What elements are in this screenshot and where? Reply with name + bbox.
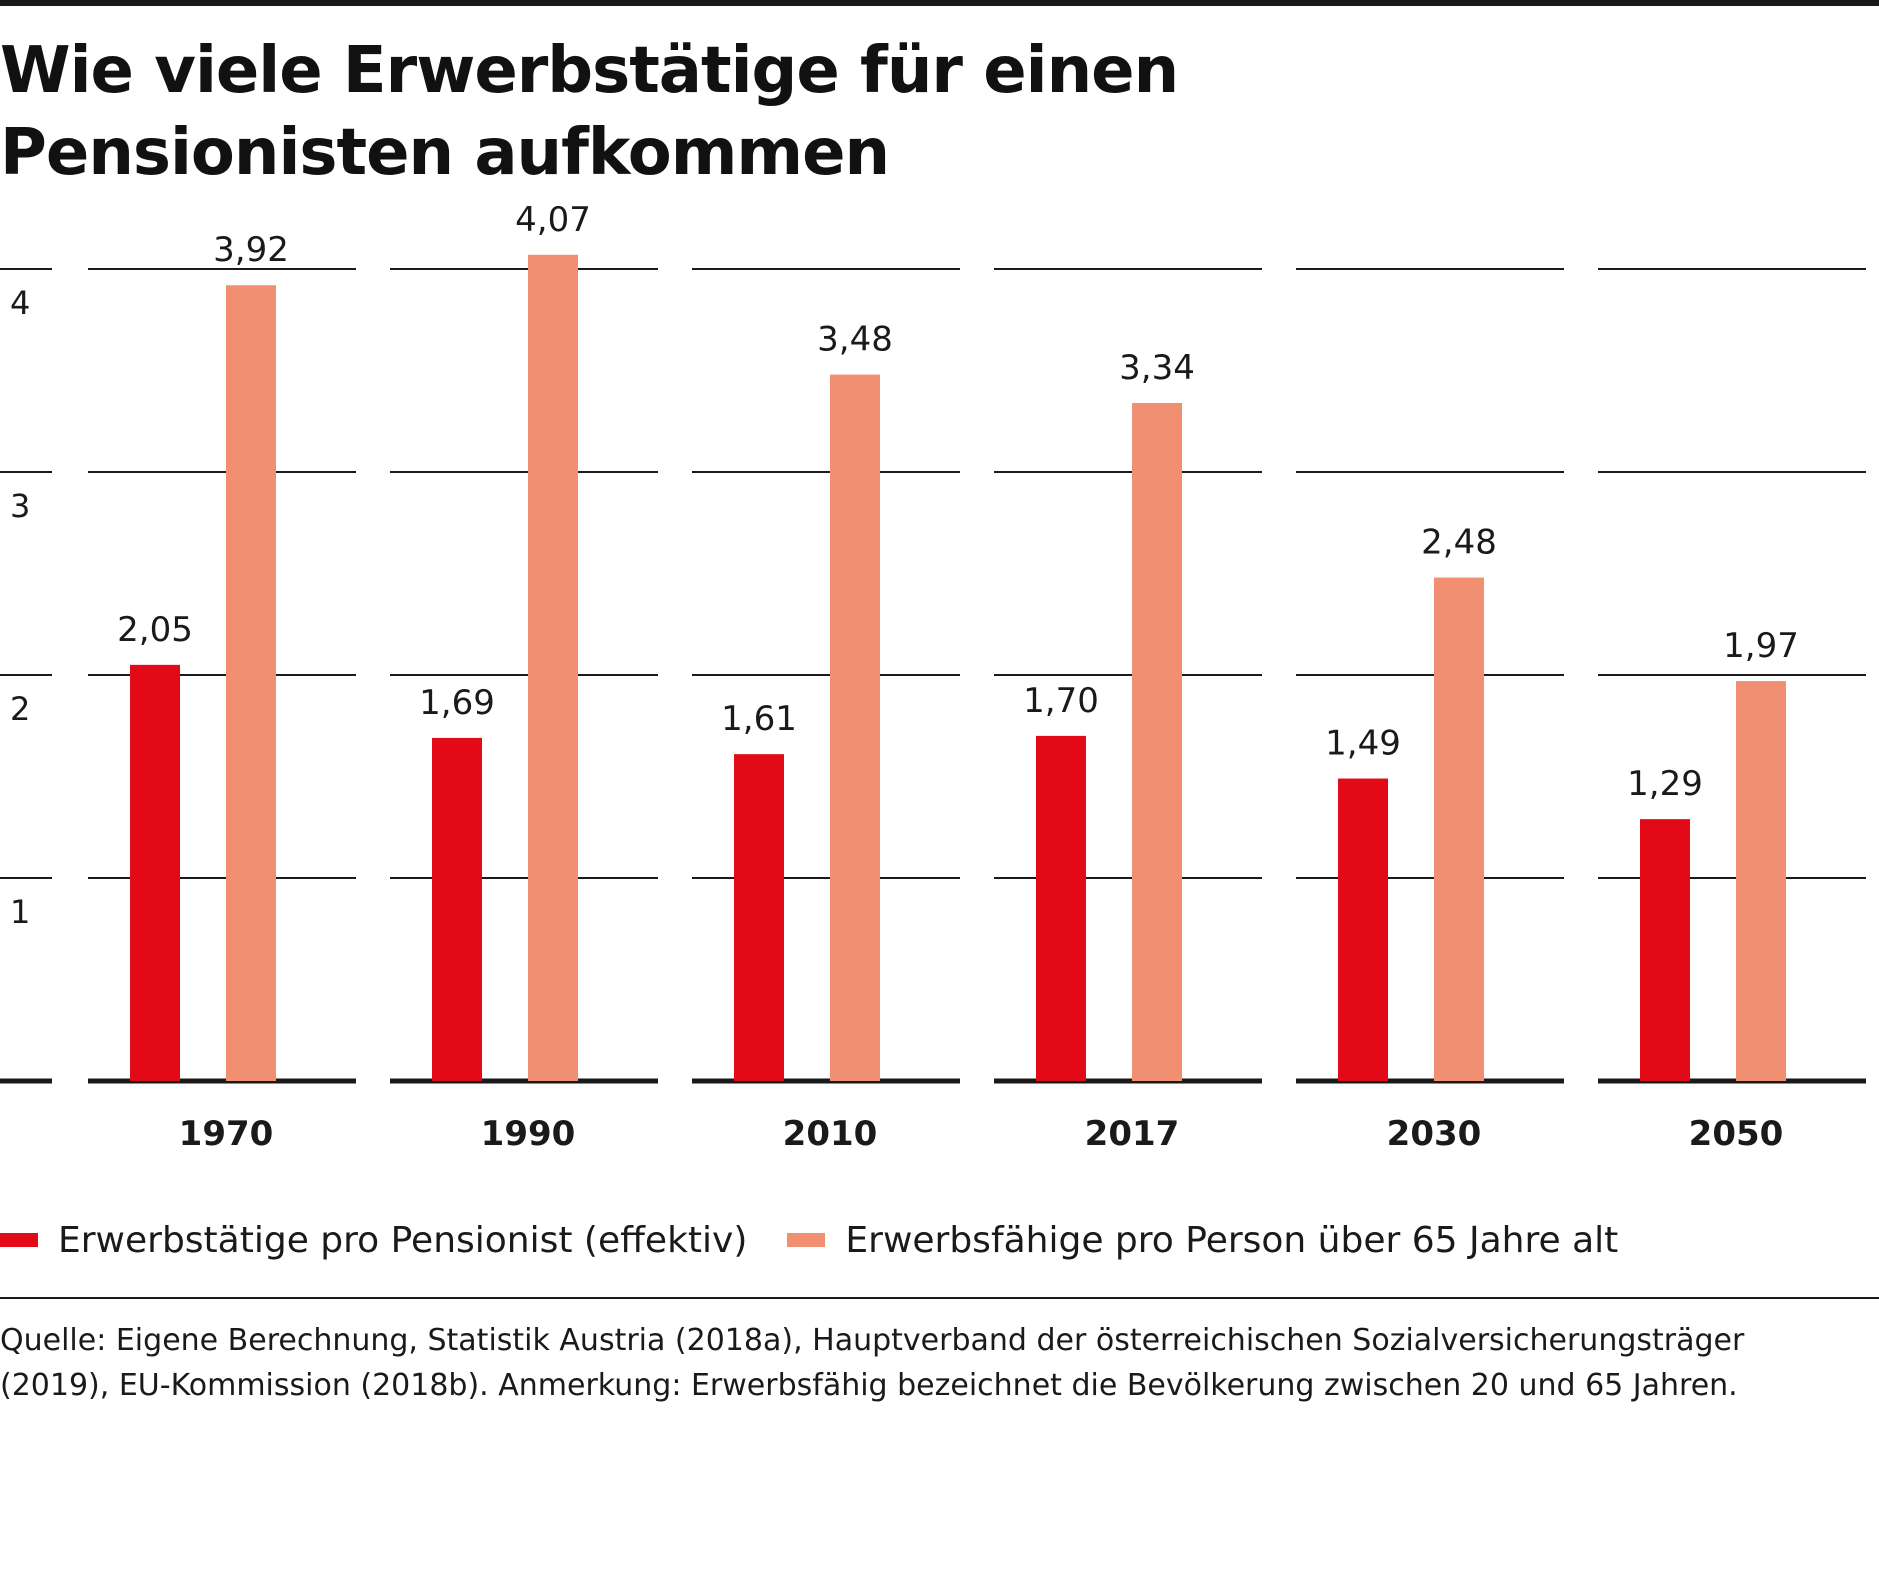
source-divider — [0, 1297, 1879, 1299]
top-rule — [0, 0, 1879, 6]
bar-effektiv-2017 — [1036, 735, 1086, 1081]
data-label-effektiv-2050: 1,29 — [1627, 764, 1703, 804]
source-line-1: Quelle: Eigene Berechnung, Statistik Aus… — [0, 1323, 1745, 1358]
x-tick-label-2030: 2030 — [1387, 1114, 1482, 1154]
source-line-2: (2019), EU-Kommission (2018b). Anmerkung… — [0, 1368, 1738, 1403]
data-label-erwerbsfaehige-2030: 2,48 — [1421, 523, 1497, 563]
bar-erwerbsfaehige-2010 — [830, 374, 880, 1081]
data-label-erwerbsfaehige-1990: 4,07 — [515, 200, 591, 240]
chart-title-line-2: Pensionisten aufkommen — [0, 116, 890, 190]
bar-effektiv-2050 — [1640, 819, 1690, 1081]
y-tick-label: 1 — [10, 893, 30, 931]
x-tick-label-2010: 2010 — [783, 1114, 878, 1154]
bar-erwerbsfaehige-1970 — [226, 285, 276, 1081]
chart-title: Wie viele Erwerbstätige für einen Pensio… — [0, 30, 1700, 194]
bar-chart: 1 2 3 4 2,05 3,92 1970 1,69 4,07 1990 1,61 3,48 2010… — [0, 200, 1866, 1154]
bar-effektiv-1990 — [432, 737, 482, 1081]
bar-erwerbsfaehige-2050 — [1736, 681, 1786, 1081]
data-label-effektiv-2017: 1,70 — [1023, 681, 1099, 721]
source-note: Quelle: Eigene Berechnung, Statistik Aus… — [0, 1318, 1879, 1408]
chart-title-line-1: Wie viele Erwerbstätige für einen — [0, 34, 1179, 108]
bar-erwerbsfaehige-2030 — [1434, 577, 1484, 1081]
data-label-effektiv-1970: 2,05 — [117, 610, 193, 650]
bar-effektiv-2030 — [1338, 778, 1388, 1081]
x-tick-label-2050: 2050 — [1689, 1114, 1784, 1154]
data-label-effektiv-1990: 1,69 — [419, 683, 495, 723]
legend-item-erwerbsfaehige: Erwerbsfähige pro Person über 65 Jahre a… — [787, 1220, 1618, 1261]
data-label-effektiv-2030: 1,49 — [1325, 724, 1401, 764]
data-label-erwerbsfaehige-2050: 1,97 — [1723, 626, 1799, 666]
legend-swatch-erwerbsfaehige — [787, 1233, 826, 1247]
bar-erwerbsfaehige-2017 — [1132, 402, 1182, 1081]
bar-erwerbsfaehige-1990 — [528, 254, 578, 1081]
bar-effektiv-1970 — [130, 664, 180, 1081]
data-label-erwerbsfaehige-2017: 3,34 — [1119, 348, 1195, 388]
x-tick-label-2017: 2017 — [1085, 1114, 1180, 1154]
y-tick-label: 3 — [10, 487, 30, 525]
x-tick-label-1970: 1970 — [179, 1114, 274, 1154]
legend: Erwerbstätige pro Pensionist (effektiv) … — [0, 1215, 1658, 1265]
y-tick-label: 2 — [10, 690, 30, 728]
legend-swatch-effektiv — [0, 1233, 38, 1247]
data-label-effektiv-2010: 1,61 — [721, 699, 797, 739]
data-label-erwerbsfaehige-1970: 3,92 — [213, 230, 289, 270]
data-label-erwerbsfaehige-2010: 3,48 — [817, 320, 893, 360]
legend-label-effektiv: Erwerbstätige pro Pensionist (effektiv) — [58, 1219, 748, 1261]
y-tick-label: 4 — [10, 284, 30, 322]
legend-item-effektiv: Erwerbstätige pro Pensionist (effektiv) — [0, 1220, 747, 1261]
bar-effektiv-2010 — [734, 754, 784, 1081]
legend-label-erwerbsfaehige: Erwerbsfähige pro Person über 65 Jahre a… — [845, 1219, 1619, 1261]
x-tick-label-1990: 1990 — [481, 1114, 576, 1154]
